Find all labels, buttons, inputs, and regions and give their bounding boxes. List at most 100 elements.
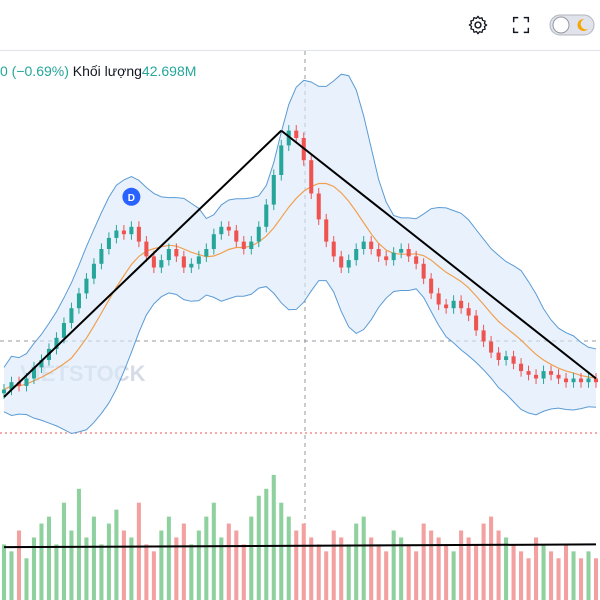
- volume-bar: [444, 544, 449, 600]
- candle-body: [174, 249, 179, 257]
- volume-bar: [301, 523, 306, 600]
- candle-body: [451, 300, 456, 309]
- volume-label: Khối lượng: [72, 63, 142, 79]
- trendline-downtrend: [280, 129, 597, 380]
- fullscreen-button[interactable]: [506, 10, 536, 40]
- candle-body: [99, 249, 104, 264]
- volume-bar: [369, 537, 374, 600]
- volume-bar: [593, 558, 599, 600]
- volume-bar: [211, 502, 216, 600]
- volume-bar: [249, 516, 254, 600]
- volume-bar: [309, 537, 314, 600]
- volume-bar: [76, 488, 81, 600]
- candle-body: [9, 382, 14, 390]
- candle-body: [444, 304, 449, 309]
- volume-bar: [226, 523, 231, 600]
- volume-bar: [571, 551, 576, 600]
- candle-body: [519, 363, 524, 372]
- candle-body: [144, 241, 149, 257]
- volume-bar: [106, 523, 111, 600]
- candle-body: [106, 237, 111, 249]
- candle-body: [384, 256, 389, 261]
- candle-body: [121, 230, 126, 235]
- volume-bar: [1, 544, 7, 600]
- volume-bar: [136, 502, 141, 600]
- candle-body: [399, 249, 404, 253]
- candle-body: [331, 241, 336, 257]
- candle-body: [129, 226, 134, 235]
- volume-bar: [256, 495, 261, 600]
- volume-bar: [549, 551, 554, 600]
- candle-body: [136, 226, 141, 242]
- price-chart[interactable]: VIETSTOCKD: [0, 51, 600, 600]
- volume-bar: [189, 544, 194, 600]
- volume-bar: [54, 544, 59, 600]
- candle-body: [339, 256, 344, 268]
- volume-bar: [159, 530, 164, 600]
- candle-body: [234, 230, 239, 242]
- candle-body: [586, 378, 591, 383]
- bollinger-lower: [3, 280, 597, 435]
- candle-body: [294, 130, 299, 138]
- volume-bar: [9, 551, 14, 600]
- theme-toggle[interactable]: [548, 10, 596, 40]
- volume-bar: [204, 516, 209, 600]
- candle-body: [489, 341, 494, 353]
- volume-bar: [339, 537, 344, 600]
- volume-bar: [384, 551, 389, 600]
- candle-body: [189, 263, 194, 268]
- gear-icon: [468, 15, 488, 35]
- candle-body: [459, 300, 464, 309]
- volume-bar: [271, 474, 276, 600]
- volume-bar: [376, 544, 381, 600]
- candle-body: [241, 241, 246, 249]
- candle-body: [159, 260, 164, 268]
- candle-body: [474, 315, 479, 331]
- candle-body: [196, 256, 201, 264]
- volume-bar: [511, 544, 516, 600]
- candle-body: [526, 371, 531, 375]
- candle-body: [534, 374, 539, 379]
- volume-bar: [219, 537, 224, 600]
- candle-body: [249, 241, 254, 249]
- candle-body: [286, 130, 291, 146]
- candle-body: [114, 230, 119, 238]
- candle-body: [166, 249, 171, 261]
- volume-bar: [24, 558, 29, 600]
- candle-body: [593, 378, 599, 383]
- volume-bar: [459, 530, 464, 600]
- volume-bar: [234, 530, 239, 600]
- chart-legend: 0 (−0.69%) Khối lượng42.698M: [0, 63, 196, 79]
- candle-body: [61, 323, 66, 338]
- candle-body: [354, 249, 359, 261]
- volume-bar: [316, 544, 321, 600]
- candle-body: [369, 241, 374, 249]
- volume-bar: [474, 544, 479, 600]
- volume-bar: [46, 516, 51, 600]
- volume-bar: [91, 516, 96, 600]
- candle-body: [496, 352, 501, 360]
- settings-button[interactable]: [463, 10, 493, 40]
- volume-bar: [586, 551, 591, 600]
- candle-body: [541, 371, 546, 379]
- candle-body: [421, 263, 426, 279]
- candle-body: [549, 371, 554, 375]
- volume-bar: [69, 530, 74, 600]
- dividend-marker-label: D: [128, 193, 135, 204]
- volume-bar: [61, 502, 66, 600]
- candle-body: [481, 330, 486, 342]
- volume-bar: [496, 530, 501, 600]
- volume-bar: [331, 530, 336, 600]
- candle-body: [391, 252, 396, 261]
- volume-bar: [346, 544, 351, 600]
- candle-body: [1, 389, 7, 394]
- trendline-uptrend: [3, 129, 282, 398]
- candle-body: [429, 278, 434, 294]
- chart-toolbar: [0, 0, 600, 51]
- price-change: 0 (−0.69%): [0, 63, 69, 79]
- candle-body: [219, 226, 224, 235]
- candle-body: [571, 378, 576, 383]
- candle-body: [511, 356, 516, 364]
- volume-bar: [406, 544, 411, 600]
- volume-bar: [84, 537, 89, 600]
